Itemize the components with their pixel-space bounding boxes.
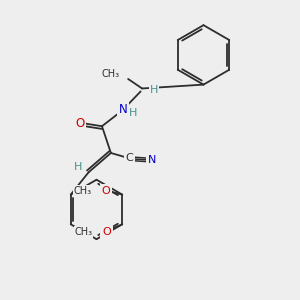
Text: H: H xyxy=(149,85,158,95)
Text: H: H xyxy=(74,162,82,172)
Text: N: N xyxy=(118,103,127,116)
Text: O: O xyxy=(75,117,84,130)
Text: C: C xyxy=(125,153,133,163)
Text: H: H xyxy=(129,108,138,118)
Text: CH₃: CH₃ xyxy=(74,227,92,237)
Text: O: O xyxy=(102,227,111,237)
Text: N: N xyxy=(148,155,156,165)
Text: O: O xyxy=(101,186,110,196)
Text: CH₃: CH₃ xyxy=(74,186,92,196)
Text: CH₃: CH₃ xyxy=(102,69,120,79)
